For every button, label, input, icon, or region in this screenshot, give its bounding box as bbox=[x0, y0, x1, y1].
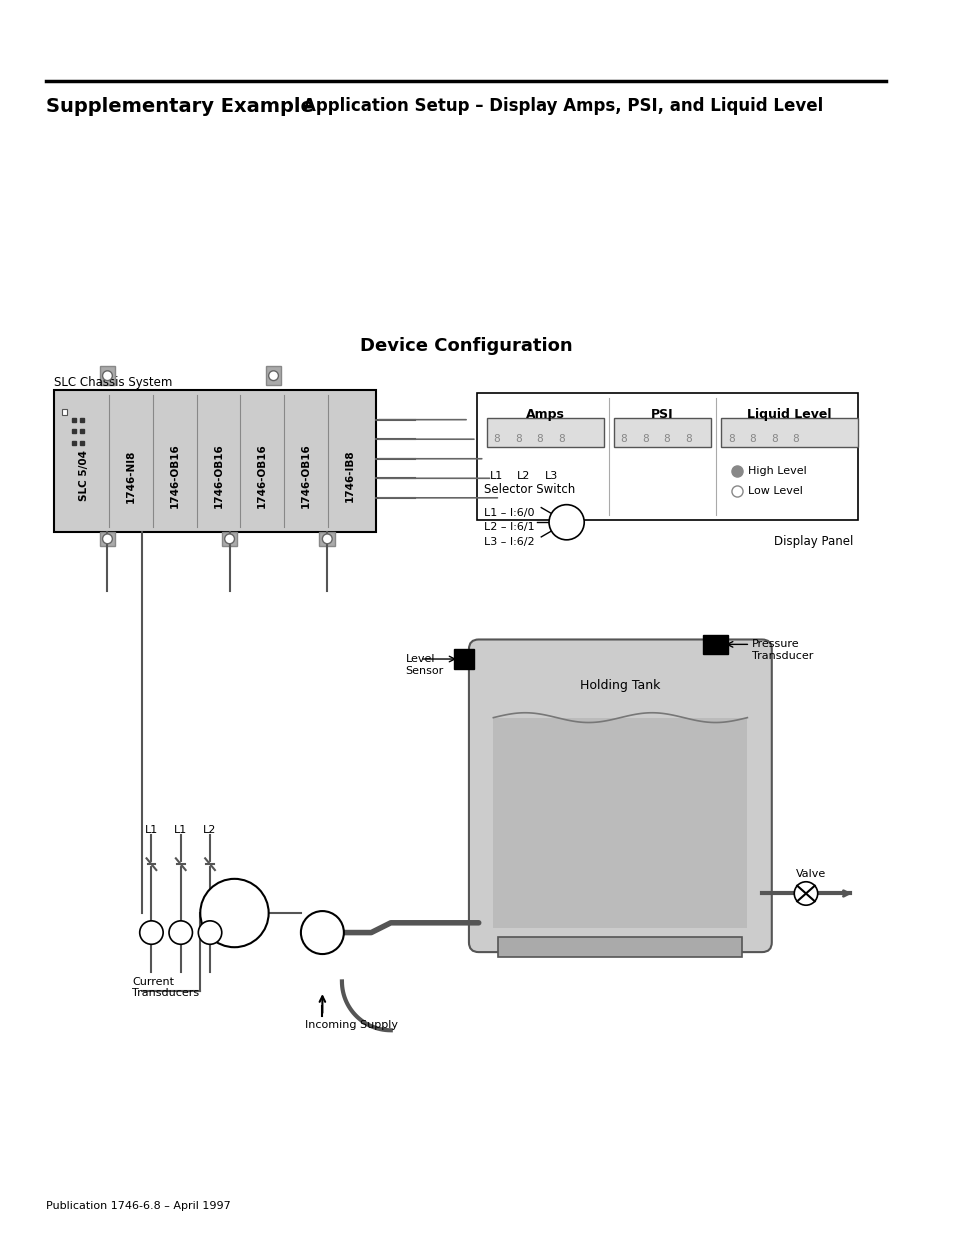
FancyBboxPatch shape bbox=[53, 390, 375, 532]
Circle shape bbox=[300, 911, 343, 955]
FancyBboxPatch shape bbox=[266, 366, 281, 385]
Text: 8: 8 bbox=[515, 435, 521, 445]
Text: L1 – I:6/0: L1 – I:6/0 bbox=[483, 508, 534, 517]
FancyBboxPatch shape bbox=[319, 532, 335, 546]
FancyBboxPatch shape bbox=[99, 366, 115, 385]
FancyBboxPatch shape bbox=[613, 417, 711, 447]
Text: 8: 8 bbox=[748, 435, 756, 445]
Text: 1746-OB16: 1746-OB16 bbox=[213, 443, 223, 509]
Text: Amps: Amps bbox=[525, 408, 564, 421]
Text: 8: 8 bbox=[536, 435, 542, 445]
Circle shape bbox=[794, 882, 817, 905]
Text: 1746-OB16: 1746-OB16 bbox=[300, 443, 311, 509]
Text: L1: L1 bbox=[489, 472, 502, 482]
Text: 1746-OB16: 1746-OB16 bbox=[257, 443, 267, 509]
Text: Device Configuration: Device Configuration bbox=[359, 337, 572, 354]
Text: Holding Tank: Holding Tank bbox=[579, 678, 659, 692]
Text: 1746-OB16: 1746-OB16 bbox=[170, 443, 180, 509]
Text: L3: L3 bbox=[544, 472, 558, 482]
Circle shape bbox=[549, 505, 583, 540]
Text: 1746-IB8: 1746-IB8 bbox=[344, 450, 355, 503]
Text: Display Panel: Display Panel bbox=[773, 535, 852, 548]
Text: i: i bbox=[208, 926, 212, 939]
Text: L2: L2 bbox=[203, 825, 216, 835]
Text: 8: 8 bbox=[662, 435, 669, 445]
Text: 8: 8 bbox=[619, 435, 626, 445]
FancyBboxPatch shape bbox=[476, 393, 857, 520]
Text: Valve: Valve bbox=[796, 869, 825, 879]
Circle shape bbox=[169, 921, 193, 945]
Text: i: i bbox=[179, 926, 182, 939]
FancyBboxPatch shape bbox=[486, 417, 603, 447]
Text: Current
Transducers: Current Transducers bbox=[132, 977, 199, 998]
Circle shape bbox=[200, 879, 269, 947]
Circle shape bbox=[139, 921, 163, 945]
Circle shape bbox=[103, 534, 112, 543]
FancyBboxPatch shape bbox=[493, 718, 746, 927]
Text: Publication 1746-6.8 – April 1997: Publication 1746-6.8 – April 1997 bbox=[46, 1202, 231, 1212]
Circle shape bbox=[198, 921, 221, 945]
Text: L2 – I:6/1: L2 – I:6/1 bbox=[483, 522, 534, 532]
Text: 8: 8 bbox=[727, 435, 734, 445]
Circle shape bbox=[103, 370, 112, 380]
Text: Pressure
Transducer: Pressure Transducer bbox=[752, 640, 813, 661]
Text: Liquid
Pump: Liquid Pump bbox=[306, 921, 338, 944]
Text: 8: 8 bbox=[558, 435, 564, 445]
Text: L3 – I:6/2: L3 – I:6/2 bbox=[483, 537, 534, 547]
Text: 8: 8 bbox=[770, 435, 777, 445]
Text: PSI: PSI bbox=[650, 408, 673, 421]
FancyBboxPatch shape bbox=[702, 635, 727, 655]
Text: i: i bbox=[150, 926, 153, 939]
Text: 1746-NI8: 1746-NI8 bbox=[126, 450, 136, 503]
FancyBboxPatch shape bbox=[221, 532, 237, 546]
Circle shape bbox=[269, 370, 278, 380]
Text: 8: 8 bbox=[684, 435, 691, 445]
Text: Three
Phase
Motor: Three Phase Motor bbox=[218, 897, 250, 930]
Text: Low Level: Low Level bbox=[747, 487, 802, 496]
Text: L1: L1 bbox=[145, 825, 158, 835]
Text: 8: 8 bbox=[493, 435, 499, 445]
Text: Application Setup – Display Amps, PSI, and Liquid Level: Application Setup – Display Amps, PSI, a… bbox=[302, 98, 822, 115]
Text: L1: L1 bbox=[174, 825, 187, 835]
Text: Liquid Level: Liquid Level bbox=[746, 408, 831, 421]
Text: SLC 5/04: SLC 5/04 bbox=[79, 451, 89, 501]
Circle shape bbox=[322, 534, 332, 543]
Text: Supplementary Example: Supplementary Example bbox=[46, 98, 314, 116]
Text: SLC Chassis System: SLC Chassis System bbox=[53, 375, 172, 389]
Text: L2: L2 bbox=[517, 472, 530, 482]
Text: Incoming Supply: Incoming Supply bbox=[305, 1020, 397, 1030]
Text: High Level: High Level bbox=[747, 467, 806, 477]
Text: Selector Switch: Selector Switch bbox=[483, 483, 575, 496]
FancyBboxPatch shape bbox=[62, 409, 68, 415]
Text: 8: 8 bbox=[792, 435, 799, 445]
FancyBboxPatch shape bbox=[720, 417, 857, 447]
Text: 8: 8 bbox=[641, 435, 648, 445]
FancyBboxPatch shape bbox=[99, 532, 115, 546]
FancyBboxPatch shape bbox=[454, 650, 474, 669]
FancyBboxPatch shape bbox=[497, 937, 741, 957]
FancyBboxPatch shape bbox=[469, 640, 771, 952]
Circle shape bbox=[225, 534, 234, 543]
Text: Level
Sensor: Level Sensor bbox=[405, 655, 443, 676]
